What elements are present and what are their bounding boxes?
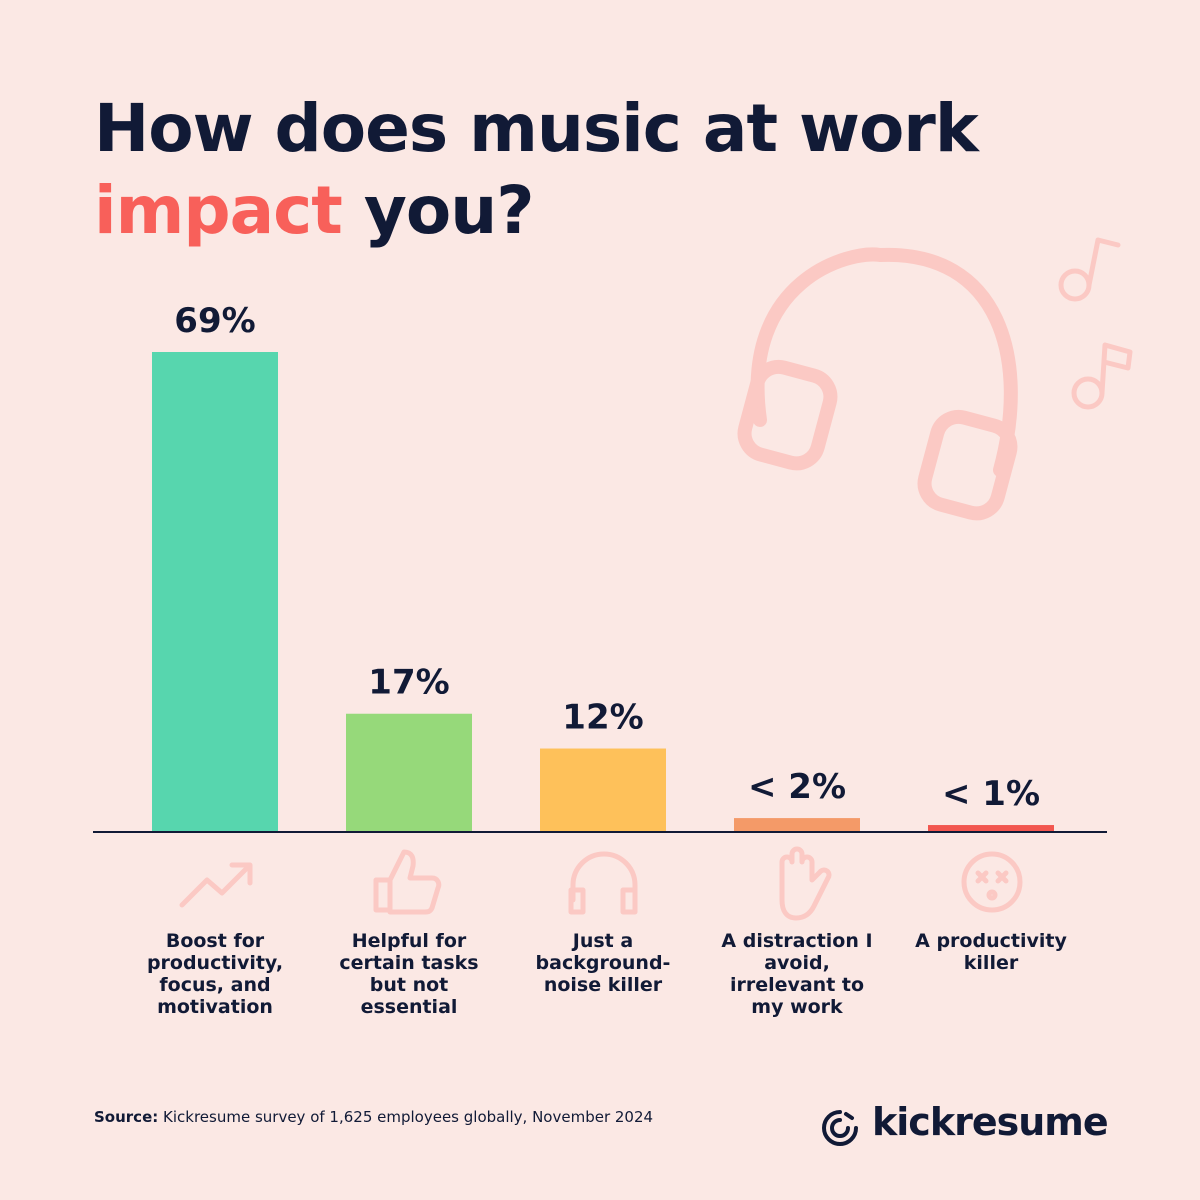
value-label: < 2% <box>748 767 846 807</box>
title-end: you? <box>363 172 535 249</box>
value-label: < 1% <box>942 774 1040 814</box>
source-label: Source: <box>94 1108 159 1126</box>
value-label: 17% <box>368 663 449 703</box>
bar <box>734 818 860 832</box>
brand: kickresume <box>822 1100 1109 1146</box>
category-label: Helpful for certain tasks but not essent… <box>339 930 479 1018</box>
value-label: 12% <box>562 698 643 738</box>
value-label: 69% <box>174 301 255 341</box>
category-icons <box>179 846 1023 921</box>
headphones-decoration <box>737 237 1133 521</box>
bar <box>152 352 278 832</box>
category-label: Just a background-noise killer <box>535 930 671 996</box>
category-label: A distraction I avoid, irrelevant to my … <box>721 930 873 1018</box>
bar <box>346 713 472 832</box>
source: Source: Kickresume survey of 1,625 emplo… <box>94 1108 653 1126</box>
brand-logo <box>822 1110 858 1146</box>
source-text: Kickresume survey of 1,625 employees glo… <box>163 1108 654 1126</box>
category-label: Boost for productivity, focus, and motiv… <box>146 930 284 1018</box>
brand-name: kickresume <box>872 1100 1109 1144</box>
chart-title: How does music at work impact you? <box>94 88 979 252</box>
category-label: A productivity killer <box>915 930 1067 974</box>
title-line: How does music at work <box>94 90 979 167</box>
title-highlight: impact <box>94 172 343 249</box>
bar <box>928 825 1054 832</box>
bar <box>540 748 666 832</box>
